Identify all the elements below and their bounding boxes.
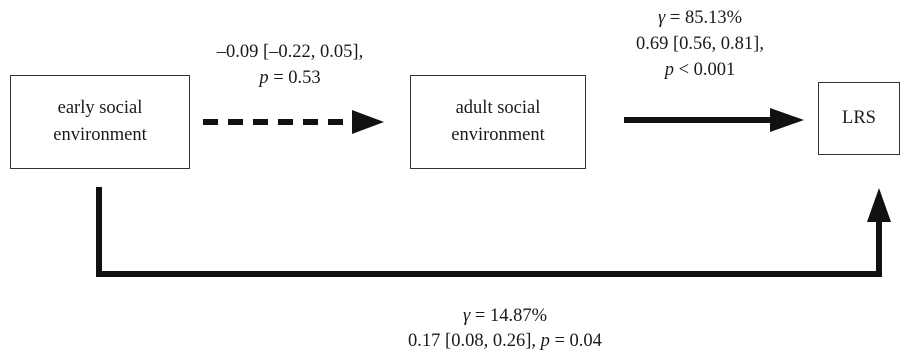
path-estimate: –0.09 [–0.22, 0.05],: [216, 42, 364, 62]
arrow-early-to-lrs: [96, 187, 891, 277]
path-label-early-to-lrs: γ = 14.87% 0.17 [0.08, 0.26], p = 0.04: [340, 304, 670, 354]
node-adult-social-environment: adult social environment: [410, 75, 586, 169]
path-gamma: γ = 85.13%: [657, 8, 743, 28]
arrow-adult-to-lrs: [624, 108, 804, 132]
path-p-value: p < 0.001: [664, 60, 736, 80]
node-lrs-label: LRS: [842, 108, 876, 128]
path-label-early-to-adult: –0.09 [–0.22, 0.05], p = 0.53: [175, 39, 405, 91]
node-lrs: LRS: [818, 82, 900, 155]
node-early-social-environment: early social environment: [10, 75, 190, 169]
node-adult-line2: environment: [451, 125, 545, 145]
path-estimate: 0.69 [0.56, 0.81],: [636, 34, 764, 54]
path-gamma: γ = 14.87%: [462, 306, 548, 326]
path-estimate-p: 0.17 [0.08, 0.26], p = 0.04: [408, 331, 602, 351]
node-early-line1: early social: [57, 98, 143, 118]
arrow-early-to-adult: [203, 110, 384, 134]
path-label-adult-to-lrs: γ = 85.13% 0.69 [0.56, 0.81], p < 0.001: [585, 5, 815, 83]
node-early-line2: environment: [53, 125, 147, 145]
node-adult-line1: adult social: [455, 98, 541, 118]
path-p-value: p = 0.53: [259, 68, 321, 88]
